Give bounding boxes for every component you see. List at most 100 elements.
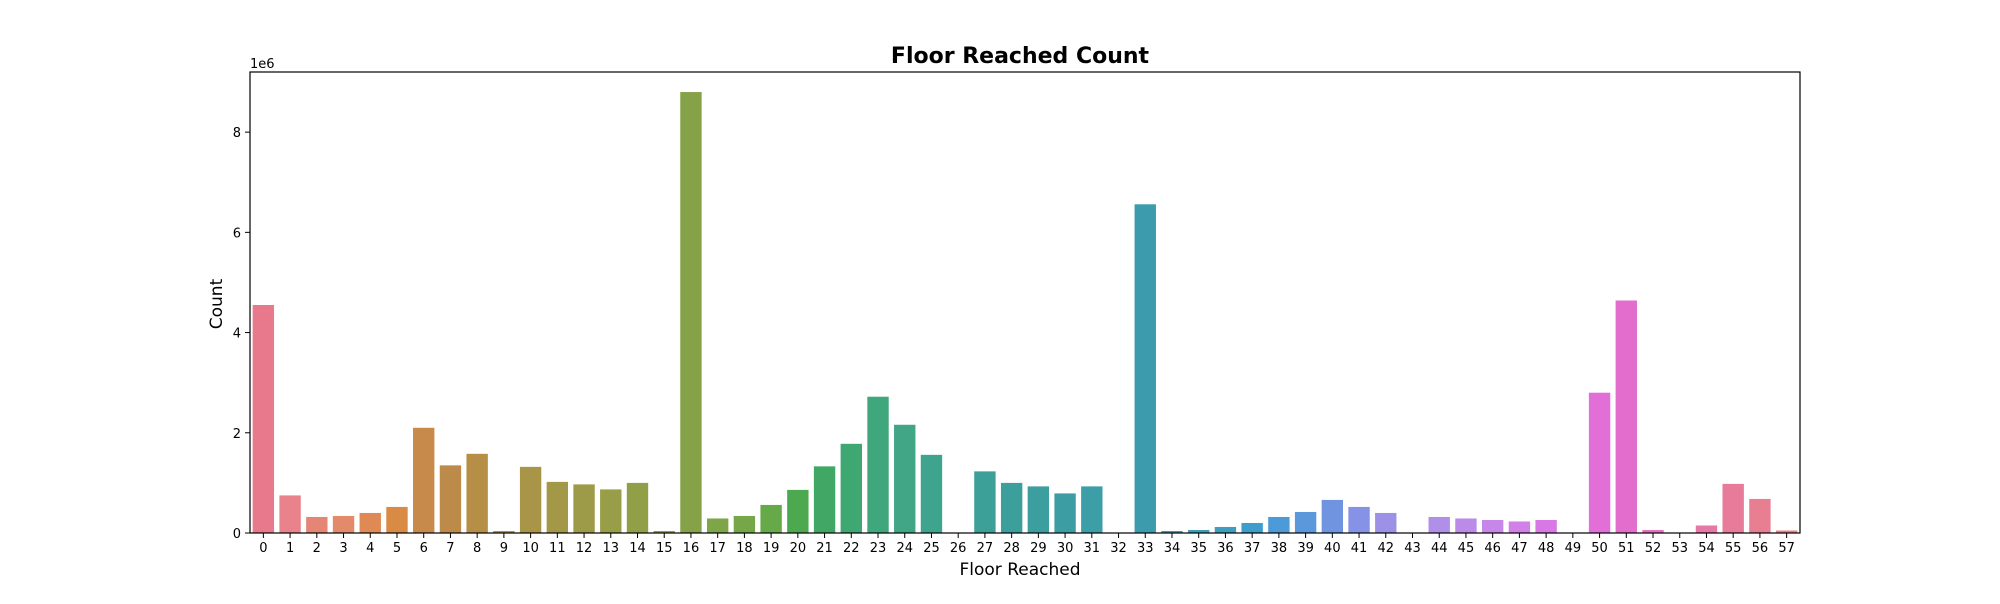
x-tick-label: 3 xyxy=(339,541,347,556)
x-tick-label: 30 xyxy=(1057,541,1074,556)
bar-39 xyxy=(1294,511,1317,533)
bar-2 xyxy=(306,516,328,533)
bar-1 xyxy=(279,495,301,533)
bar-57 xyxy=(1775,530,1798,533)
x-tick-label: 17 xyxy=(709,541,726,556)
bar-46 xyxy=(1481,519,1504,533)
x-tick-label: 16 xyxy=(683,541,700,556)
y-axis-label: Count xyxy=(207,278,227,329)
bar-5 xyxy=(386,506,408,533)
bar-34 xyxy=(1161,530,1183,533)
bar-9 xyxy=(493,530,515,533)
x-tick-label: 43 xyxy=(1404,541,1421,556)
y-tick-label: 2 xyxy=(233,427,241,442)
bar-50 xyxy=(1588,392,1611,533)
x-tick-label: 40 xyxy=(1324,541,1341,556)
bar-51 xyxy=(1615,300,1637,533)
x-tick-label: 56 xyxy=(1752,541,1769,556)
bar-3 xyxy=(332,515,355,533)
bar-22 xyxy=(840,443,862,533)
bar-17 xyxy=(706,518,729,533)
x-tick-label: 24 xyxy=(896,541,913,556)
x-tick-label: 0 xyxy=(259,541,267,556)
x-tick-label: 26 xyxy=(950,541,967,556)
x-tick-label: 23 xyxy=(870,541,887,556)
bar-42 xyxy=(1375,512,1397,533)
x-tick-label: 12 xyxy=(576,541,593,556)
x-tick-label: 14 xyxy=(629,541,646,556)
x-tick-label: 32 xyxy=(1110,541,1127,556)
bar-11 xyxy=(546,481,569,533)
x-tick-label: 33 xyxy=(1137,541,1154,556)
y-tick-label: 8 xyxy=(233,126,241,141)
bar-55 xyxy=(1722,483,1744,533)
bar-6 xyxy=(413,427,435,533)
bar-40 xyxy=(1321,499,1344,533)
bar-35 xyxy=(1188,529,1210,533)
x-tick-label: 55 xyxy=(1725,541,1742,556)
x-tick-label: 21 xyxy=(816,541,833,556)
x-tick-label: 36 xyxy=(1217,541,1234,556)
bar-52 xyxy=(1642,529,1664,533)
x-tick-label: 2 xyxy=(313,541,321,556)
x-tick-label: 1 xyxy=(286,541,294,556)
bar-20 xyxy=(787,489,809,533)
x-tick-label: 39 xyxy=(1297,541,1314,556)
bars-group xyxy=(252,92,1798,533)
x-tick-label: 50 xyxy=(1591,541,1608,556)
x-tick-label: 53 xyxy=(1671,541,1688,556)
x-tick-label: 5 xyxy=(393,541,401,556)
x-tick-label: 41 xyxy=(1351,541,1368,556)
bar-23 xyxy=(867,396,889,533)
bar-4 xyxy=(359,512,381,533)
x-tick-label: 15 xyxy=(656,541,673,556)
x-tick-label: 46 xyxy=(1484,541,1501,556)
bar-15 xyxy=(653,530,675,533)
bar-10 xyxy=(519,466,542,533)
bar-54 xyxy=(1695,525,1718,533)
x-tick-label: 8 xyxy=(473,541,481,556)
bar-28 xyxy=(1000,482,1023,533)
bar-21 xyxy=(813,466,836,533)
x-tick-label: 22 xyxy=(843,541,860,556)
x-tick-label: 28 xyxy=(1003,541,1020,556)
x-tick-label: 13 xyxy=(603,541,620,556)
bar-12 xyxy=(573,484,595,533)
bar-44 xyxy=(1428,516,1450,533)
bar-33 xyxy=(1134,204,1156,533)
x-tick-label: 57 xyxy=(1778,541,1795,556)
x-tick-label: 48 xyxy=(1538,541,1555,556)
bar-8 xyxy=(466,453,488,533)
bar-16 xyxy=(680,92,702,533)
y-tick-label: 4 xyxy=(233,327,241,342)
x-tick-label: 34 xyxy=(1164,541,1181,556)
bar-48 xyxy=(1535,519,1557,533)
plot-frame xyxy=(249,71,1801,534)
bar-30 xyxy=(1054,493,1076,533)
x-tick-label: 51 xyxy=(1618,541,1635,556)
x-tick-label: 52 xyxy=(1645,541,1662,556)
x-tick-label: 11 xyxy=(549,541,566,556)
x-tick-label: 27 xyxy=(977,541,994,556)
x-tick-label: 29 xyxy=(1030,541,1047,556)
bar-27 xyxy=(974,471,996,533)
x-tick-label: 4 xyxy=(366,541,374,556)
bar-38 xyxy=(1268,516,1290,533)
bar-25 xyxy=(920,454,943,533)
x-tick-label: 38 xyxy=(1271,541,1288,556)
y-tick-label: 6 xyxy=(233,226,241,241)
x-tick-label: 7 xyxy=(446,541,454,556)
x-tick-label: 54 xyxy=(1698,541,1715,556)
y-tick-label: 0 xyxy=(233,527,241,542)
bar-13 xyxy=(600,489,622,533)
x-tick-label: 25 xyxy=(923,541,940,556)
bar-0 xyxy=(252,305,275,533)
chart-title: Floor Reached Count xyxy=(891,44,1150,69)
bar-47 xyxy=(1508,521,1531,533)
bar-7 xyxy=(439,465,462,533)
x-axis-label: Floor Reached xyxy=(960,560,1081,580)
x-tick-label: 9 xyxy=(500,541,508,556)
x-tick-label: 42 xyxy=(1378,541,1395,556)
x-tick-label: 35 xyxy=(1190,541,1207,556)
bar-18 xyxy=(733,515,756,533)
